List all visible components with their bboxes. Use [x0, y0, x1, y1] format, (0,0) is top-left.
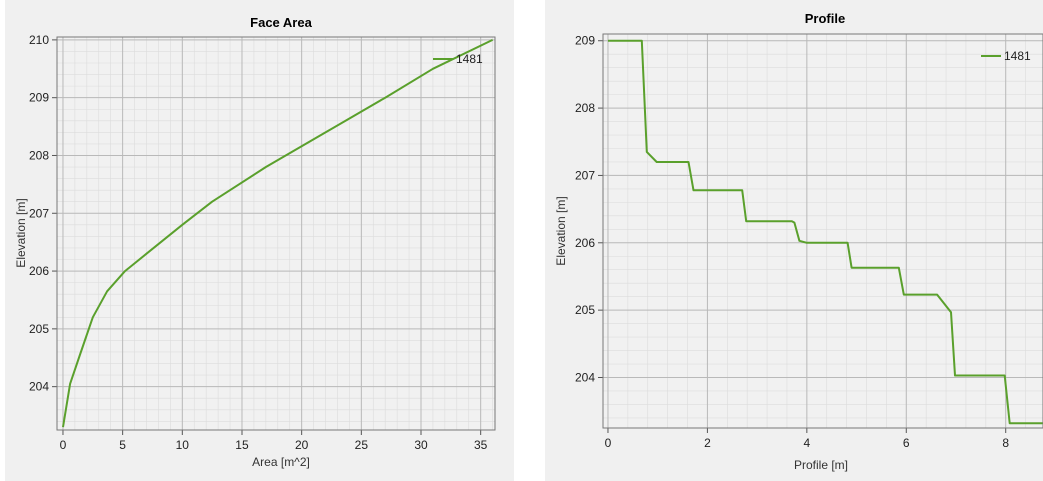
y-tick-label: 207: [575, 168, 595, 182]
y-tick-label: 208: [29, 148, 49, 162]
x-tick-label: 4: [803, 436, 810, 450]
legend-label: 1481: [456, 52, 483, 66]
y-tick-label: 205: [575, 303, 595, 317]
legend: 1481: [433, 52, 483, 66]
y-tick-label: 209: [575, 34, 595, 48]
x-tick-label: 35: [474, 438, 488, 452]
plot-area: [57, 37, 495, 430]
chart-title: Face Area: [250, 15, 312, 30]
face-area-chart-panel: Face Area 0 5 10 15 20 25 30 35 204 205 206 207 208 2…: [5, 0, 514, 481]
plot-frame: [56, 36, 496, 431]
x-tick-label: 15: [235, 438, 249, 452]
y-tick-label: 210: [29, 33, 49, 47]
y-axis-label: Elevation [m]: [554, 196, 568, 265]
y-tick-label: 209: [29, 91, 49, 105]
y-tick-label: 208: [575, 101, 595, 115]
series-line-1481: [62, 38, 494, 428]
series-line-1481: [608, 39, 1043, 425]
y-tick-label: 206: [29, 264, 49, 278]
plot-frame: [602, 33, 1043, 429]
x-tick-label: 20: [295, 438, 309, 452]
chart-title: Profile: [805, 11, 845, 26]
plot-area: [603, 34, 1043, 428]
legend-label: 1481: [1004, 49, 1031, 63]
profile-chart: Profile 0 2 4 6 8 204 205 206 207 208 209 1481 Pro…: [554, 11, 1043, 472]
y-axis-label: Elevation [m]: [14, 198, 28, 267]
x-tick-label: 30: [414, 438, 428, 452]
x-tick-label: 8: [1002, 436, 1009, 450]
x-axis-label: Area [m^2]: [252, 455, 310, 469]
y-tick-label: 206: [575, 236, 595, 250]
x-tick-label: 2: [704, 436, 711, 450]
y-tick-label: 204: [575, 370, 595, 384]
profile-chart-panel: Profile 0 2 4 6 8 204 205 206 207 208 209 1481 Pro…: [545, 0, 1043, 481]
x-tick-label: 10: [176, 438, 190, 452]
y-tick-label: 207: [29, 206, 49, 220]
x-tick-label: 5: [119, 438, 126, 452]
legend: 1481: [981, 49, 1031, 63]
face-area-chart: Face Area 0 5 10 15 20 25 30 35 204 205 206 207 208 2…: [14, 15, 496, 469]
y-tick-label: 204: [29, 380, 49, 394]
y-tick-label: 205: [29, 322, 49, 336]
x-tick-label: 6: [903, 436, 910, 450]
x-tick-label: 0: [60, 438, 67, 452]
x-axis-label: Profile [m]: [794, 458, 848, 472]
x-tick-label: 0: [605, 436, 612, 450]
x-tick-label: 25: [355, 438, 369, 452]
